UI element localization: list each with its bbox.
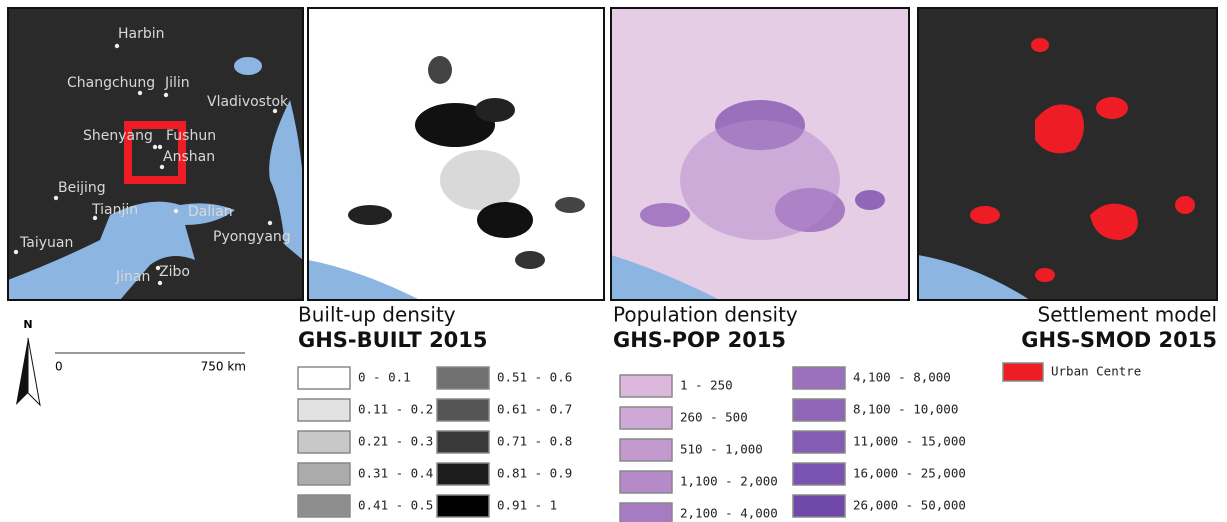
legend-swatch bbox=[1003, 363, 1043, 381]
legend-swatch bbox=[437, 399, 489, 421]
figure: N 0 750 km Built-up density GHS-BUILT 20… bbox=[0, 0, 1227, 522]
city-label: Anshan bbox=[163, 149, 215, 165]
city-label: Zibo bbox=[159, 264, 190, 280]
legend-swatch bbox=[620, 375, 672, 397]
legend-swatch bbox=[298, 399, 350, 421]
legend-swatch bbox=[793, 431, 845, 453]
legend-swatch bbox=[793, 463, 845, 485]
legend-label: 0.21 - 0.3 bbox=[358, 434, 433, 449]
legend-label: Urban Centre bbox=[1051, 364, 1141, 379]
settlement-map bbox=[918, 8, 1217, 300]
legend-label: 4,100 - 8,000 bbox=[853, 370, 951, 385]
city-dot bbox=[158, 281, 162, 285]
city-label: Shenyang bbox=[83, 128, 153, 144]
legend-swatch bbox=[793, 495, 845, 517]
legend-label: 0.71 - 0.8 bbox=[497, 434, 572, 449]
city-dot bbox=[174, 209, 178, 213]
legend-label: 1,100 - 2,000 bbox=[680, 474, 778, 489]
population-map bbox=[611, 8, 909, 300]
legend-swatch bbox=[298, 463, 350, 485]
city-label: Pyongyang bbox=[213, 229, 291, 245]
legend-label: 0.11 - 0.2 bbox=[358, 402, 433, 417]
overview-map bbox=[8, 8, 303, 300]
legend-label: 0 - 0.1 bbox=[358, 370, 411, 385]
city-dot bbox=[160, 165, 164, 169]
city-label: Beijing bbox=[58, 180, 106, 196]
city-label: Vladivostok bbox=[207, 94, 289, 110]
panel-subtitle: GHS-POP 2015 bbox=[613, 328, 786, 352]
legend-swatch bbox=[793, 367, 845, 389]
legend-swatch bbox=[298, 367, 350, 389]
legend-label: 0.41 - 0.5 bbox=[358, 498, 433, 513]
city-label: Dalian bbox=[188, 204, 233, 220]
legend-swatch bbox=[437, 431, 489, 453]
legend-label: 11,000 - 15,000 bbox=[853, 434, 966, 449]
panel-title: Population density bbox=[613, 303, 798, 327]
legend-label: 0.31 - 0.4 bbox=[358, 466, 433, 481]
legend-label: 0.51 - 0.6 bbox=[497, 370, 572, 385]
legend-label: 0.81 - 0.9 bbox=[497, 466, 572, 481]
city-label: Fushun bbox=[166, 128, 216, 144]
legend-swatch bbox=[437, 367, 489, 389]
legend-swatch bbox=[620, 439, 672, 461]
city-label: Tianjin bbox=[91, 202, 138, 218]
panel-subtitle: GHS-BUILT 2015 bbox=[298, 328, 488, 352]
scale-end: 750 km bbox=[201, 360, 246, 374]
city-dot bbox=[138, 91, 142, 95]
legend-swatch bbox=[437, 463, 489, 485]
city-label: Taiyuan bbox=[19, 235, 73, 251]
panel-title: Built-up density bbox=[298, 303, 456, 327]
legend-swatch bbox=[298, 495, 350, 517]
north-label: N bbox=[23, 318, 32, 331]
city-label: Changchung bbox=[67, 75, 155, 91]
city-dot bbox=[158, 145, 162, 149]
legend-swatch bbox=[620, 471, 672, 493]
city-label: Harbin bbox=[118, 26, 165, 42]
legend-label: 26,000 - 50,000 bbox=[853, 498, 966, 513]
city-label: Jinan bbox=[115, 269, 150, 285]
legend-swatch bbox=[793, 399, 845, 421]
legend-label: 8,100 - 10,000 bbox=[853, 402, 958, 417]
city-dot bbox=[54, 196, 58, 200]
legend-label: 260 - 500 bbox=[680, 410, 748, 425]
panel-subtitle: GHS-SMOD 2015 bbox=[1021, 328, 1217, 352]
legend-label: 0.61 - 0.7 bbox=[497, 402, 572, 417]
city-dot bbox=[268, 221, 272, 225]
legend-label: 510 - 1,000 bbox=[680, 442, 763, 457]
legend-label: 2,100 - 4,000 bbox=[680, 506, 778, 521]
city-dot bbox=[115, 44, 119, 48]
legend-swatch bbox=[298, 431, 350, 453]
legend-label: 1 - 250 bbox=[680, 378, 733, 393]
city-dot bbox=[153, 145, 157, 149]
city-dot bbox=[164, 93, 168, 97]
panel-title: Settlement model bbox=[1038, 303, 1217, 327]
city-dot bbox=[14, 250, 18, 254]
legend-swatch bbox=[620, 503, 672, 522]
city-label: Jilin bbox=[164, 75, 190, 91]
legend-label: 0.91 - 1 bbox=[497, 498, 557, 513]
built-up-map bbox=[308, 8, 604, 300]
legend-swatch bbox=[437, 495, 489, 517]
scale-start: 0 bbox=[55, 360, 63, 374]
legend-swatch bbox=[620, 407, 672, 429]
legend-label: 16,000 - 25,000 bbox=[853, 466, 966, 481]
